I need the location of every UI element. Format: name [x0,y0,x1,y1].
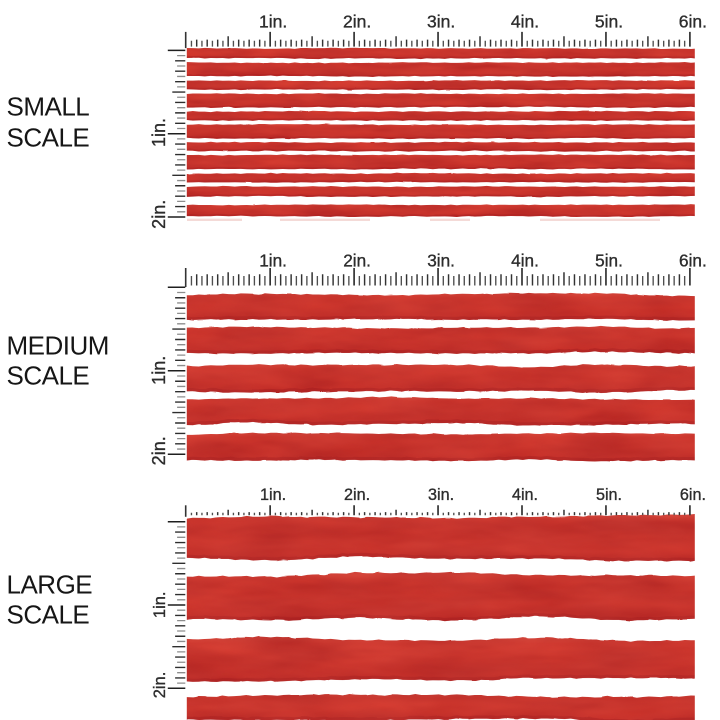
svg-text:6in.: 6in. [680,486,706,504]
svg-text:2in.: 2in. [343,250,371,270]
svg-text:5in.: 5in. [595,250,623,270]
svg-text:SCALE: SCALE [7,599,90,629]
svg-text:1in.: 1in. [149,356,169,385]
svg-text:6in.: 6in. [679,250,707,270]
svg-text:4in.: 4in. [512,486,538,504]
svg-text:1in.: 1in. [149,118,169,147]
svg-text:5in.: 5in. [596,486,622,504]
svg-text:1in.: 1in. [151,591,169,618]
svg-text:4in.: 4in. [511,12,539,32]
svg-text:4in.: 4in. [511,250,539,270]
svg-text:1in.: 1in. [259,12,287,32]
svg-text:MEDIUM: MEDIUM [7,330,109,360]
svg-text:1in.: 1in. [259,250,287,270]
svg-text:1in.: 1in. [260,486,286,504]
svg-text:3in.: 3in. [427,250,455,270]
svg-text:2in.: 2in. [149,200,169,229]
svg-text:2in.: 2in. [149,436,169,465]
svg-text:5in.: 5in. [595,12,623,32]
svg-text:SCALE: SCALE [7,360,90,390]
svg-text:3in.: 3in. [428,486,454,504]
svg-text:3in.: 3in. [427,12,455,32]
svg-text:2in.: 2in. [343,12,371,32]
svg-text:SMALL: SMALL [7,92,90,122]
svg-text:6in.: 6in. [679,12,707,32]
svg-text:LARGE: LARGE [7,569,93,599]
svg-text:2in.: 2in. [344,486,370,504]
svg-text:2in.: 2in. [151,672,169,699]
svg-text:SCALE: SCALE [7,123,90,153]
